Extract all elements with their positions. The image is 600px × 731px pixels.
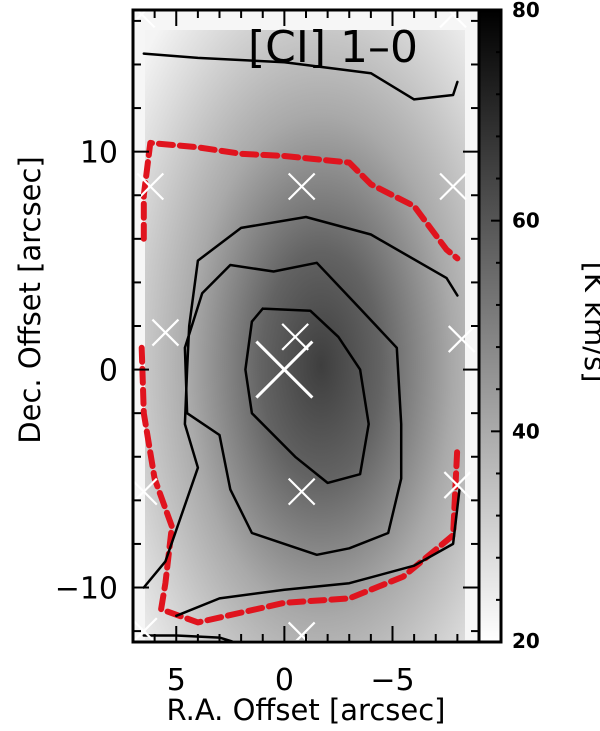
contour-level-4 — [183, 261, 403, 557]
y-axis-label: Dec. Offset [arcsec] — [13, 156, 47, 443]
colorbar-tick-label: 40 — [512, 419, 540, 443]
pointing-markers — [127, 0, 476, 650]
x-tick-label: 0 — [275, 663, 294, 698]
pointing-marker — [281, 323, 309, 351]
y-tick-label: −10 — [55, 572, 118, 607]
colorbar-axis: 20 40 60 80 — [491, 0, 540, 653]
contour-level-2-dashed — [140, 139, 461, 262]
pointing-marker — [287, 477, 316, 506]
heatmap-emission — [145, 30, 465, 640]
pointing-marker — [130, 617, 158, 645]
contour-level-3 — [142, 215, 459, 589]
colorbar-tick-label: 60 — [512, 209, 540, 233]
pointing-marker — [287, 621, 316, 650]
pointing-marker — [151, 318, 180, 347]
contour-level-5 — [244, 307, 370, 485]
y-tick-label: 10 — [80, 136, 118, 171]
pointing-marker — [439, 0, 467, 29]
chart-title: [CI] 1–0 — [248, 22, 418, 73]
pointing-marker — [443, 471, 472, 499]
pointing-marker — [447, 325, 476, 353]
x-tick-label: 5 — [167, 663, 186, 698]
x-tick-label: −5 — [370, 663, 414, 698]
colorbar-tick-label: 80 — [512, 0, 540, 22]
pointing-marker — [439, 172, 467, 201]
y-tick-label: 0 — [99, 354, 118, 389]
contour-lines — [138, 52, 461, 642]
pointing-marker — [287, 172, 316, 201]
pointing-marker — [136, 172, 165, 201]
pointing-marker — [255, 340, 314, 399]
axes: 5 0 −5 10 0 −10 — [55, 10, 480, 698]
x-axis-label: R.A. Offset [arcsec] — [167, 693, 446, 727]
colorbar-label: [K km/s] — [578, 262, 600, 383]
contour-level-1 — [142, 52, 459, 101]
contour-level-3-lower — [175, 488, 461, 618]
colorbar — [477, 8, 503, 644]
colorbar-tick-label: 20 — [512, 629, 540, 653]
